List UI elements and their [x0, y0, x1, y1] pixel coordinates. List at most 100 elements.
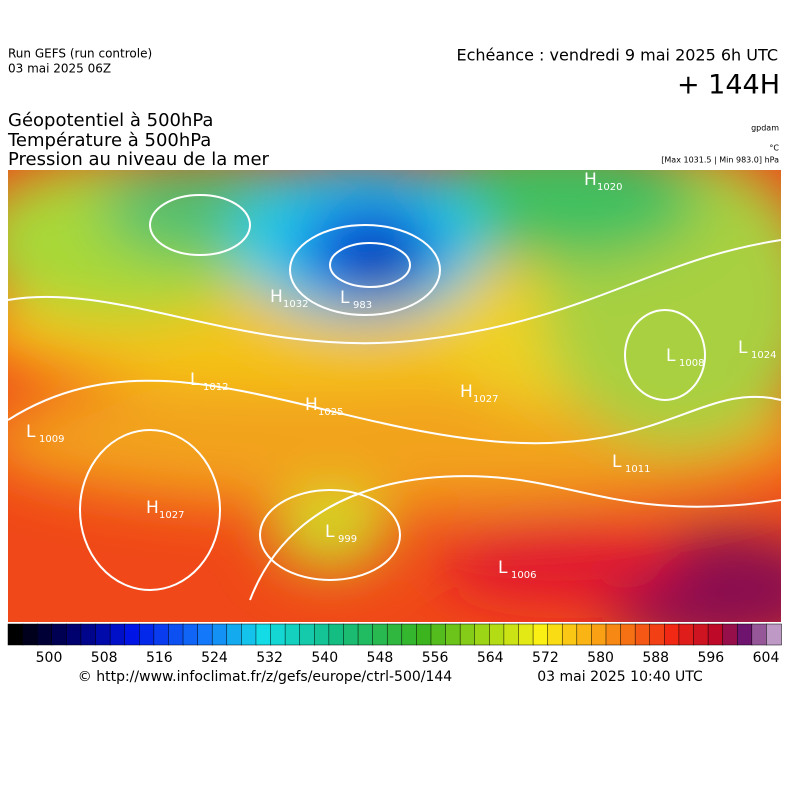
color-swatch — [430, 623, 447, 646]
color-swatch — [489, 623, 505, 646]
color-swatch — [197, 623, 213, 646]
color-swatch — [693, 623, 709, 646]
color-swatch — [343, 623, 359, 646]
colorbar-tick-label: 596 — [697, 650, 724, 666]
color-swatch — [576, 623, 593, 646]
colorbar-tick-label: 564 — [477, 650, 504, 666]
pressure-value: 1032 — [283, 299, 308, 310]
pressure-kind: L — [325, 522, 335, 542]
color-swatch — [386, 623, 403, 646]
colorbar: 500 508 516 524 532 540 548 556 564 572 580 588 596 6… — [7, 623, 782, 666]
pressure-kind: L — [26, 422, 36, 442]
color-swatch — [766, 623, 782, 646]
pressure-kind: L — [738, 338, 748, 358]
run-date: 03 mai 2025 06Z — [8, 62, 111, 76]
color-swatch — [284, 623, 301, 646]
color-swatch — [664, 623, 680, 646]
colorbar-tick-label: 508 — [91, 650, 118, 666]
color-swatch — [241, 623, 257, 646]
color-swatch — [532, 623, 549, 646]
pressure-kind: L — [190, 370, 200, 390]
color-swatch — [270, 623, 286, 646]
colorbar-tick-label: 572 — [532, 650, 559, 666]
colorbar-tick-label: 580 — [587, 650, 614, 666]
pressure-value: 1027 — [159, 510, 184, 521]
isobars — [8, 194, 781, 601]
color-swatch — [314, 623, 330, 646]
color-swatch — [445, 623, 461, 646]
pressure-range: [Max 1031.5 | Min 983.0] hPa — [661, 156, 779, 165]
color-swatch — [168, 623, 184, 646]
color-swatch — [707, 623, 724, 646]
color-swatch — [605, 623, 622, 646]
colorbar-tick-label: 588 — [642, 650, 669, 666]
pressure-value: 1012 — [203, 382, 228, 393]
color-swatch — [736, 623, 753, 646]
color-swatch — [211, 623, 228, 646]
colorbar-tick-label: 556 — [422, 650, 449, 666]
color-swatch — [95, 623, 111, 646]
color-swatch — [328, 623, 345, 646]
colorbar-tick-label: 540 — [311, 650, 338, 666]
color-swatch — [649, 623, 666, 646]
color-swatch — [153, 623, 170, 646]
color-swatch — [591, 623, 607, 646]
pressure-kind: H — [460, 382, 473, 402]
pressure-kind: H — [146, 498, 159, 518]
pressure-value: 1027 — [473, 394, 498, 405]
colorbar-tick-label: 532 — [256, 650, 283, 666]
unit-celsius: °C — [769, 144, 779, 153]
pressure-kind: L — [612, 452, 622, 472]
pressure-value: 1025 — [318, 407, 343, 418]
color-swatch — [22, 623, 38, 646]
pressure-kind: L — [340, 288, 350, 308]
pressure-value: 1008 — [679, 358, 704, 369]
field-1: Géopotentiel à 500hPa — [8, 110, 213, 131]
color-swatch — [416, 623, 432, 646]
pressure-value: 1020 — [597, 182, 622, 193]
colorbar-tick-label: 500 — [36, 650, 63, 666]
pressure-kind: H — [270, 287, 283, 307]
pressure-kind: H — [305, 395, 318, 415]
issue-time: 03 mai 2025 10:40 UTC — [537, 669, 703, 685]
pressure-kind: H — [584, 170, 597, 190]
run-label: Run GEFS (run controle) — [8, 47, 152, 61]
color-swatch — [634, 623, 651, 646]
color-swatch — [401, 623, 418, 646]
color-swatch — [372, 623, 388, 646]
pressure-value: 999 — [338, 534, 357, 545]
pressure-value: 983 — [353, 300, 372, 311]
unit-gpdam: gpdam — [751, 124, 779, 133]
color-swatch — [299, 623, 316, 646]
color-swatch — [678, 623, 695, 646]
pressure-value: 1006 — [511, 570, 536, 581]
color-swatch — [226, 623, 243, 646]
colorbar-tick-label: 604 — [753, 650, 780, 666]
source-url: © http://www.infoclimat.fr/z/gefs/europe… — [78, 669, 453, 685]
color-swatch — [561, 623, 578, 646]
color-swatch — [503, 623, 520, 646]
color-swatch — [547, 623, 563, 646]
lead-time: + 144H — [677, 70, 780, 101]
colorbar-tick-label: 524 — [201, 650, 228, 666]
color-swatch — [7, 623, 24, 646]
color-swatch — [474, 623, 491, 646]
color-swatch — [459, 623, 476, 646]
color-swatch — [36, 623, 53, 646]
color-swatch — [751, 623, 768, 646]
pressure-kind: L — [498, 558, 508, 578]
colorbar-tick-label: 548 — [367, 650, 394, 666]
color-swatch — [182, 623, 199, 646]
echeance: Echéance : vendredi 9 mai 2025 6h UTC — [456, 46, 778, 65]
pressure-value: 1024 — [751, 350, 776, 361]
color-swatch — [139, 623, 155, 646]
color-swatch — [80, 623, 97, 646]
color-swatch — [357, 623, 374, 646]
color-swatch — [124, 623, 141, 646]
color-swatch — [722, 623, 738, 646]
pressure-value: 1011 — [625, 464, 650, 475]
color-swatch — [620, 623, 636, 646]
